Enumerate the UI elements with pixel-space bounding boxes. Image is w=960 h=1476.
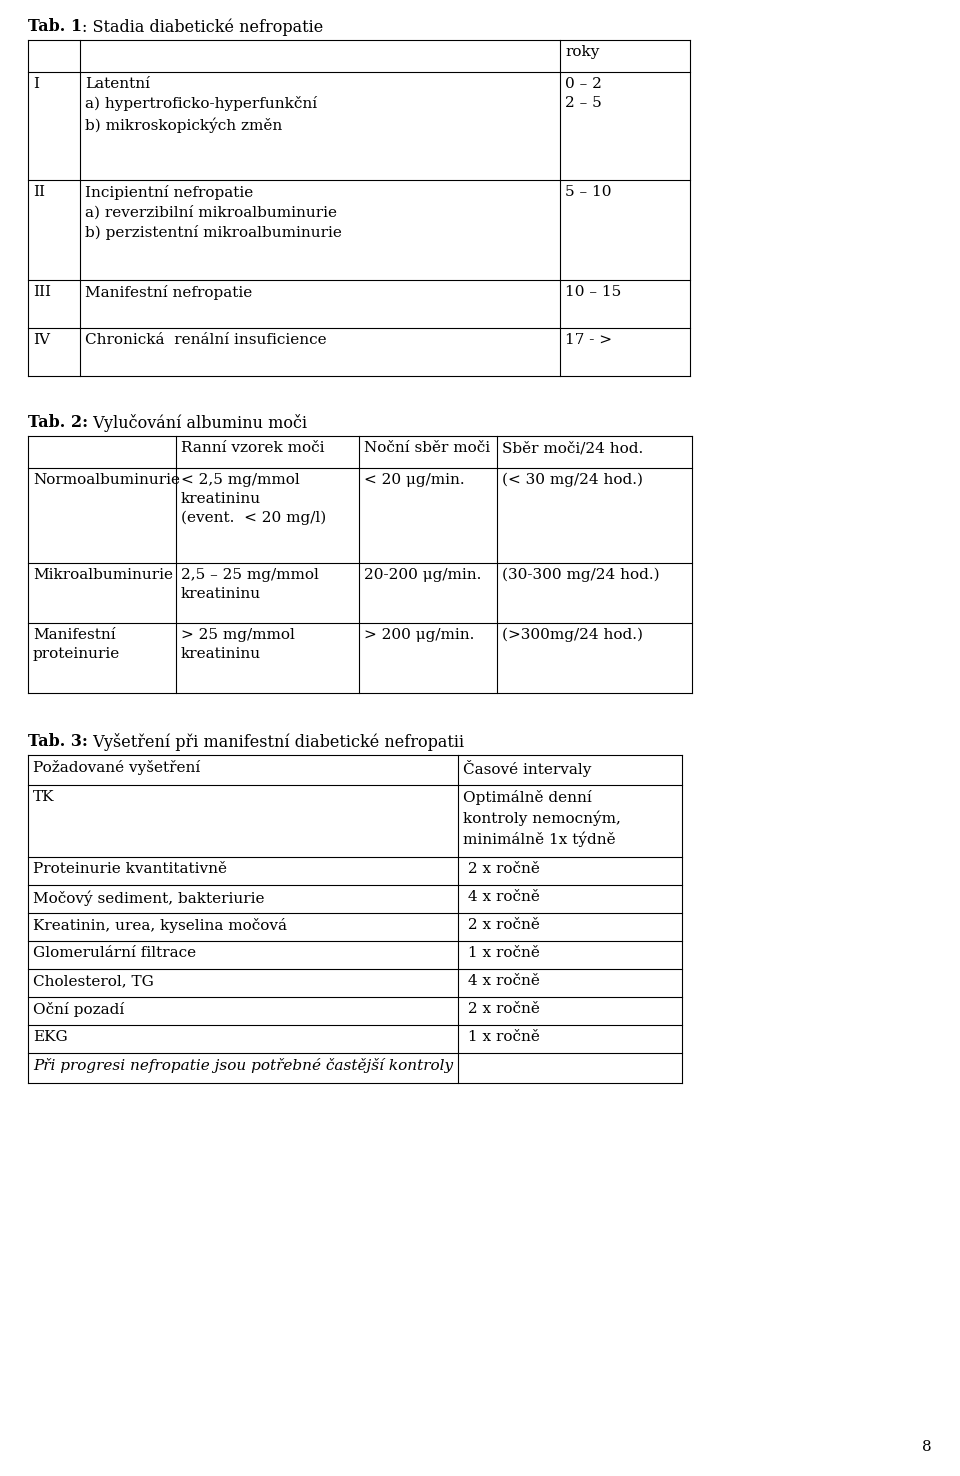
Text: 8: 8 [923, 1441, 932, 1454]
Text: Tab. 3:: Tab. 3: [28, 734, 88, 750]
Text: roky: roky [565, 44, 599, 59]
Text: Glomerulární filtrace: Glomerulární filtrace [33, 946, 196, 959]
Text: Při progresi nefropatie jsou potřebné častější kontroly: Při progresi nefropatie jsou potřebné ča… [33, 1058, 453, 1073]
Text: Latentní
a) hypertroficko-hyperfunkční
b) mikroskopických změn: Latentní a) hypertroficko-hyperfunkční b… [85, 77, 317, 133]
Text: 4 x ročně: 4 x ročně [463, 974, 540, 987]
Text: Proteinurie kvantitativně: Proteinurie kvantitativně [33, 862, 227, 875]
Text: Noční sběr moči: Noční sběr moči [364, 441, 491, 455]
Text: (30-300 mg/24 hod.): (30-300 mg/24 hod.) [502, 568, 660, 583]
Text: II: II [33, 184, 45, 199]
Text: 10 – 15: 10 – 15 [565, 285, 621, 300]
Text: Močový sediment, bakteriurie: Močový sediment, bakteriurie [33, 890, 265, 905]
Text: Tab. 1: Tab. 1 [28, 18, 83, 35]
Text: Incipientní nefropatie
a) reverzibilní mikroalbuminurie
b) perzistentní mikroalb: Incipientní nefropatie a) reverzibilní m… [85, 184, 342, 239]
Text: Časové intervaly: Časové intervaly [463, 760, 591, 776]
Text: TK: TK [33, 790, 55, 804]
Text: 0 – 2
2 – 5: 0 – 2 2 – 5 [565, 77, 602, 109]
Text: 2 x ročně: 2 x ročně [463, 1002, 540, 1015]
Text: 2 x ročně: 2 x ročně [463, 918, 540, 931]
Text: Požadované vyšetření: Požadované vyšetření [33, 760, 201, 775]
Text: Oční pozadí: Oční pozadí [33, 1002, 124, 1017]
Text: Optimálně denní
kontroly nemocným,
minimálně 1x týdně: Optimálně denní kontroly nemocným, minim… [463, 790, 621, 847]
Text: 1 x ročně: 1 x ročně [463, 946, 540, 959]
Text: 4 x ročně: 4 x ročně [463, 890, 540, 903]
Text: > 200 μg/min.: > 200 μg/min. [364, 627, 474, 642]
Text: Ranní vzorek moči: Ranní vzorek moči [181, 441, 324, 455]
Text: Mikroalbuminurie: Mikroalbuminurie [33, 568, 173, 582]
Text: Sběr moči/24 hod.: Sběr moči/24 hod. [502, 441, 643, 455]
Text: < 2,5 mg/mmol
kreatininu
(event.  < 20 mg/l): < 2,5 mg/mmol kreatininu (event. < 20 mg… [181, 472, 326, 525]
Text: Kreatinin, urea, kyselina močová: Kreatinin, urea, kyselina močová [33, 918, 287, 933]
Text: Vylučování albuminu moči: Vylučování albuminu moči [88, 413, 307, 432]
Text: Chronická  renální insuficience: Chronická renální insuficience [85, 334, 326, 347]
Text: Vyšetření při manifestní diabetické nefropatii: Vyšetření při manifestní diabetické nefr… [88, 734, 464, 751]
Text: : Stadia diabetické nefropatie: : Stadia diabetické nefropatie [83, 18, 324, 35]
Text: 1 x ročně: 1 x ročně [463, 1030, 540, 1044]
Text: 20-200 μg/min.: 20-200 μg/min. [364, 568, 481, 582]
Text: (>300mg/24 hod.): (>300mg/24 hod.) [502, 627, 643, 642]
Text: 2,5 – 25 mg/mmol
kreatininu: 2,5 – 25 mg/mmol kreatininu [181, 568, 319, 601]
Text: Cholesterol, TG: Cholesterol, TG [33, 974, 154, 987]
Text: Manifestní nefropatie: Manifestní nefropatie [85, 285, 252, 300]
Text: (< 30 mg/24 hod.): (< 30 mg/24 hod.) [502, 472, 643, 487]
Text: III: III [33, 285, 51, 300]
Text: EKG: EKG [33, 1030, 68, 1044]
Text: Manifestní
proteinurie: Manifestní proteinurie [33, 627, 120, 661]
Text: > 25 mg/mmol
kreatininu: > 25 mg/mmol kreatininu [181, 627, 295, 661]
Text: 5 – 10: 5 – 10 [565, 184, 612, 199]
Text: I: I [33, 77, 39, 92]
Text: < 20 μg/min.: < 20 μg/min. [364, 472, 465, 487]
Text: Tab. 2:: Tab. 2: [28, 413, 88, 431]
Text: 2 x ročně: 2 x ročně [463, 862, 540, 875]
Text: 17 - >: 17 - > [565, 334, 612, 347]
Text: IV: IV [33, 334, 50, 347]
Text: Normoalbuminurie: Normoalbuminurie [33, 472, 180, 487]
